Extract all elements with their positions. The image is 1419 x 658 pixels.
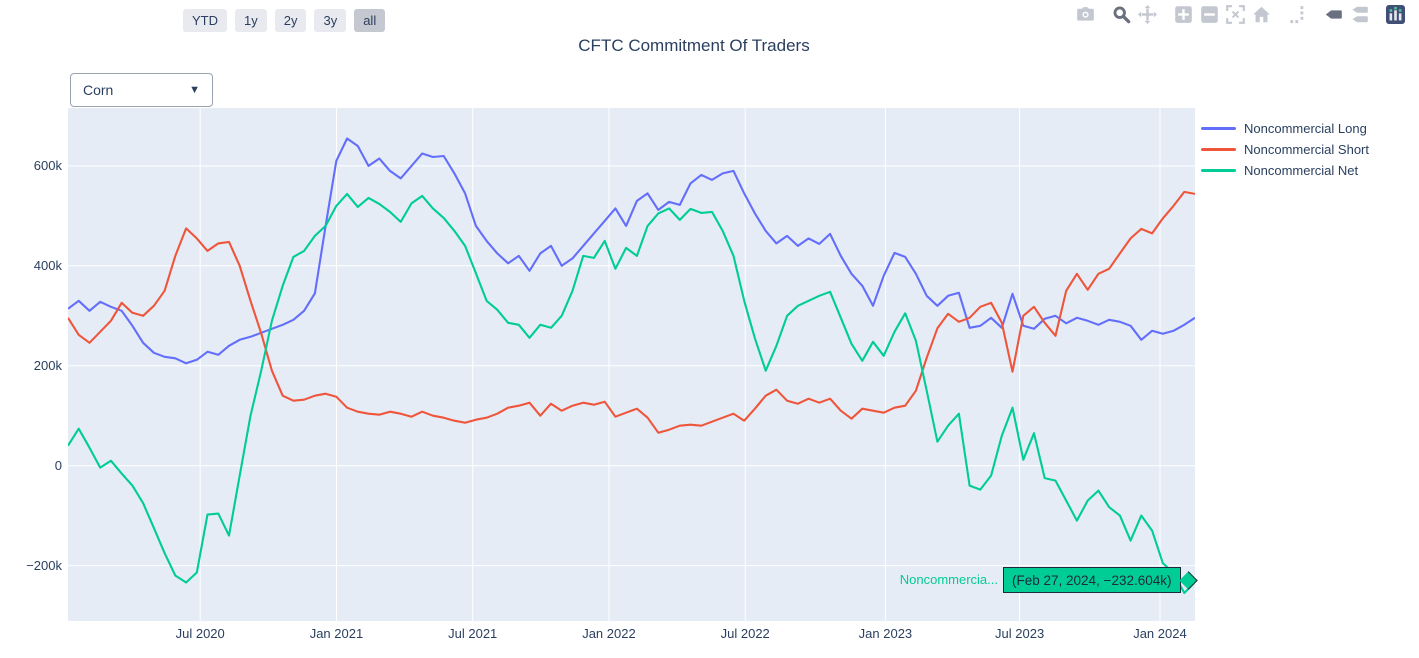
chart-title: CFTC Commitment Of Traders [578,36,810,55]
y-tick-label: 400k [33,257,62,273]
legend-item-noncommercial-long[interactable]: Noncommercial Long [1201,118,1369,139]
x-tick-label: Jul 2020 [175,626,225,641]
legend-swatch-net [1201,169,1236,172]
plotly-logo-icon[interactable] [1386,4,1405,24]
x-tick-label: Jan 2024 [1133,626,1187,641]
range-button-1y[interactable]: 1y [235,9,267,32]
x-tick-label: Jul 2022 [720,626,770,641]
legend-label: Noncommercial Short [1244,142,1369,157]
zoom-icon[interactable] [1112,5,1131,24]
chevron-down-icon: ▼ [189,84,200,96]
range-button-ytd[interactable]: YTD [183,9,227,32]
x-tick-label: Jul 2021 [448,626,498,641]
modebar [1069,4,1405,24]
series-line-noncommercial-short [68,190,1195,434]
pan-icon[interactable] [1138,4,1157,24]
reset-home-icon[interactable] [1252,5,1271,24]
commodity-dropdown-value: Corn [83,82,114,98]
series-line-noncommercial-net [68,192,1195,595]
commodity-dropdown[interactable]: Corn ▼ [70,73,213,107]
x-tick-label: Jan 2023 [858,626,913,641]
legend-swatch-long [1201,127,1236,130]
hover-compare-icon[interactable] [1350,5,1369,24]
legend-label: Noncommercial Long [1244,121,1367,136]
y-tick-label: −200k [26,557,62,573]
legend-swatch-short [1201,148,1236,151]
y-tick-label: 200k [33,357,62,373]
range-button-all[interactable]: all [354,9,386,32]
series-line-noncommercial-long [68,137,1195,365]
plot-area[interactable] [68,108,1195,621]
x-tick-label: Jan 2021 [309,626,364,641]
hover-box: (Feb 27, 2024, −232.604k) [1003,567,1181,593]
legend-item-noncommercial-short[interactable]: Noncommercial Short [1201,139,1369,160]
hover-trace-label: Noncommercia... [899,572,998,587]
x-tick-label: Jan 2022 [582,626,636,641]
zoom-in-icon[interactable] [1174,5,1193,24]
legend-label: Noncommercial Net [1244,163,1359,178]
range-selector: YTD 1y 2y 3y all [183,9,386,32]
legend: Noncommercial Long Noncommercial Short N… [1201,118,1369,181]
range-button-3y[interactable]: 3y [314,9,347,32]
y-tick-label: 0 [54,457,62,473]
y-tick-label: 600k [33,157,62,173]
range-button-2y[interactable]: 2y [274,9,307,32]
camera-icon[interactable] [1076,5,1095,24]
autoscale-icon[interactable] [1226,4,1245,24]
zoom-out-icon[interactable] [1200,5,1219,24]
x-tick-label: Jul 2023 [995,626,1045,641]
plot-svg[interactable] [68,108,1195,621]
spikelines-icon[interactable] [1288,5,1307,24]
hover-closest-icon[interactable] [1324,5,1343,24]
legend-item-noncommercial-net[interactable]: Noncommercial Net [1201,160,1369,181]
